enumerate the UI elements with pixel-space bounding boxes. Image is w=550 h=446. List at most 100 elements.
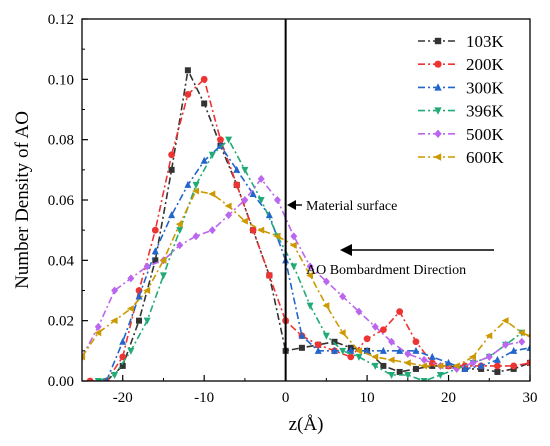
x-tick-label: 10: [360, 390, 375, 406]
data-point: [371, 362, 379, 370]
data-point: [127, 347, 135, 355]
data-point: [434, 60, 442, 68]
data-point: [436, 362, 444, 370]
data-point: [168, 166, 175, 173]
data-point: [159, 256, 167, 264]
data-point: [404, 371, 412, 379]
data-point: [143, 287, 151, 294]
data-point: [265, 211, 273, 219]
data-point: [143, 262, 151, 271]
data-point: [510, 362, 518, 370]
data-point: [216, 141, 224, 149]
data-point: [168, 211, 176, 219]
data-point: [396, 308, 404, 316]
data-point: [355, 353, 363, 361]
data-point: [273, 232, 281, 240]
data-point: [111, 371, 119, 379]
data-point: [184, 180, 192, 188]
x-tick-label: -10: [194, 390, 214, 406]
data-point: [104, 377, 109, 381]
y-tick-label: 0.12: [48, 12, 74, 28]
data-point: [225, 211, 233, 220]
data-point: [192, 181, 200, 189]
y-tick-label: 0.06: [48, 193, 75, 209]
data-point: [192, 187, 200, 195]
data-point: [494, 368, 501, 375]
data-point: [241, 196, 249, 204]
data-point: [119, 353, 127, 361]
legend-label: 200K: [466, 55, 505, 74]
series-line: [82, 190, 530, 367]
data-point: [233, 181, 241, 189]
data-point: [388, 371, 396, 379]
data-point: [184, 67, 191, 74]
legend-label: 103K: [466, 32, 505, 51]
data-point: [135, 292, 143, 300]
data-point: [434, 37, 442, 45]
data-point: [434, 129, 442, 138]
data-point: [151, 247, 159, 255]
data-point: [224, 202, 232, 210]
data-point: [314, 346, 322, 354]
series-200K: [86, 75, 530, 381]
data-point: [363, 335, 371, 343]
data-point: [249, 189, 257, 197]
data-point: [485, 332, 493, 340]
data-point: [159, 272, 167, 280]
data-point: [175, 220, 183, 228]
series-layer: [82, 67, 530, 381]
data-point: [119, 337, 127, 345]
y-tick-label: 0.02: [48, 314, 74, 330]
data-point: [445, 358, 453, 366]
data-point: [94, 378, 102, 381]
data-point: [461, 364, 469, 372]
axis-ticks: -20 -10 0 10 20 30 0.00 0.02 0.04 0.06 0.08 0.10 0.1…: [48, 12, 538, 406]
data-point: [403, 359, 411, 367]
data-point: [200, 156, 208, 164]
data-point: [225, 136, 233, 144]
data-point: [290, 232, 298, 241]
legend-item: 200K: [418, 55, 505, 74]
x-axis-title: z(Å): [289, 414, 324, 435]
surface-annotation: Material surface: [287, 199, 397, 214]
data-point: [485, 352, 493, 361]
y-tick-label: 0.10: [48, 72, 74, 88]
data-point: [152, 257, 159, 264]
data-point: [339, 347, 347, 355]
data-point: [452, 362, 460, 370]
data-point: [355, 307, 363, 316]
data-point: [387, 356, 395, 364]
data-point: [86, 377, 94, 381]
data-point: [192, 232, 200, 241]
data-point: [493, 355, 501, 363]
x-tick-label: -20: [113, 390, 133, 406]
data-point: [428, 352, 436, 360]
data-point: [322, 302, 330, 310]
data-point: [200, 75, 208, 83]
data-point: [436, 371, 444, 379]
data-point: [208, 151, 216, 159]
data-point: [322, 277, 330, 286]
data-point: [143, 317, 151, 325]
data-point: [136, 317, 143, 324]
legend-item: 600K: [418, 148, 505, 167]
data-point: [257, 174, 265, 183]
data-point: [420, 362, 428, 370]
data-point: [111, 286, 119, 295]
legend-item: 500K: [418, 125, 505, 144]
data-point: [306, 271, 314, 279]
data-point: [338, 329, 346, 337]
y-tick-label: 0.08: [48, 133, 74, 149]
data-point: [477, 361, 485, 369]
data-point: [265, 272, 273, 279]
data-point: [526, 359, 530, 367]
data-point: [201, 100, 208, 107]
data-point: [526, 343, 530, 351]
data-point: [119, 362, 126, 369]
bombardment-direction-label: AO Bombardment Direction: [306, 263, 466, 278]
data-point: [306, 302, 314, 310]
y-tick-label: 0.00: [48, 374, 74, 390]
data-point: [494, 362, 501, 370]
data-point: [208, 226, 216, 235]
